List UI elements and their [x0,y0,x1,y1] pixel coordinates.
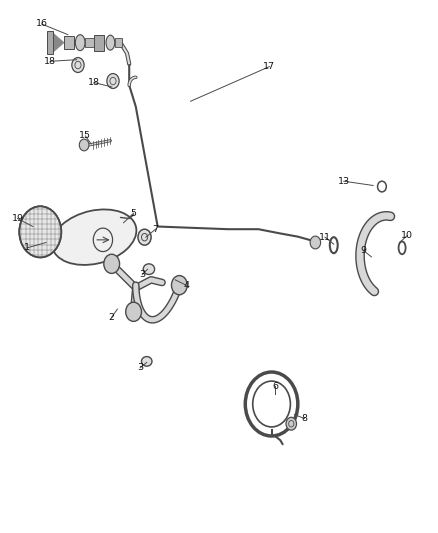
Ellipse shape [75,35,85,51]
Ellipse shape [52,209,136,265]
Text: 13: 13 [338,177,350,185]
Polygon shape [115,38,122,47]
Circle shape [72,58,84,72]
Text: 9: 9 [360,246,367,255]
Text: 6: 6 [272,382,278,391]
Text: 3: 3 [139,270,145,279]
Text: 11: 11 [319,233,331,241]
Circle shape [79,139,89,151]
Text: 17: 17 [263,62,276,71]
Circle shape [310,236,321,249]
Text: 8: 8 [301,414,307,423]
Ellipse shape [141,357,152,366]
Text: 7: 7 [152,225,159,233]
Ellipse shape [143,264,155,274]
Circle shape [104,254,120,273]
Circle shape [107,74,119,88]
Text: 15: 15 [79,132,92,140]
Text: 1: 1 [24,244,30,252]
Circle shape [126,302,141,321]
Circle shape [171,276,187,295]
Text: 19: 19 [11,214,24,223]
Text: 5: 5 [131,209,137,217]
Polygon shape [85,38,94,47]
Circle shape [286,417,297,430]
Text: 10: 10 [401,231,413,240]
Polygon shape [47,31,53,54]
Text: 18: 18 [44,57,57,66]
Polygon shape [94,35,104,51]
Polygon shape [64,36,74,49]
Circle shape [138,229,151,245]
Text: 4: 4 [183,281,189,289]
Polygon shape [53,33,64,52]
Text: 2: 2 [109,313,115,321]
Ellipse shape [106,35,115,50]
Text: 16: 16 [35,20,48,28]
Circle shape [19,206,61,257]
Text: 3: 3 [137,364,143,372]
Text: 18: 18 [88,78,100,87]
